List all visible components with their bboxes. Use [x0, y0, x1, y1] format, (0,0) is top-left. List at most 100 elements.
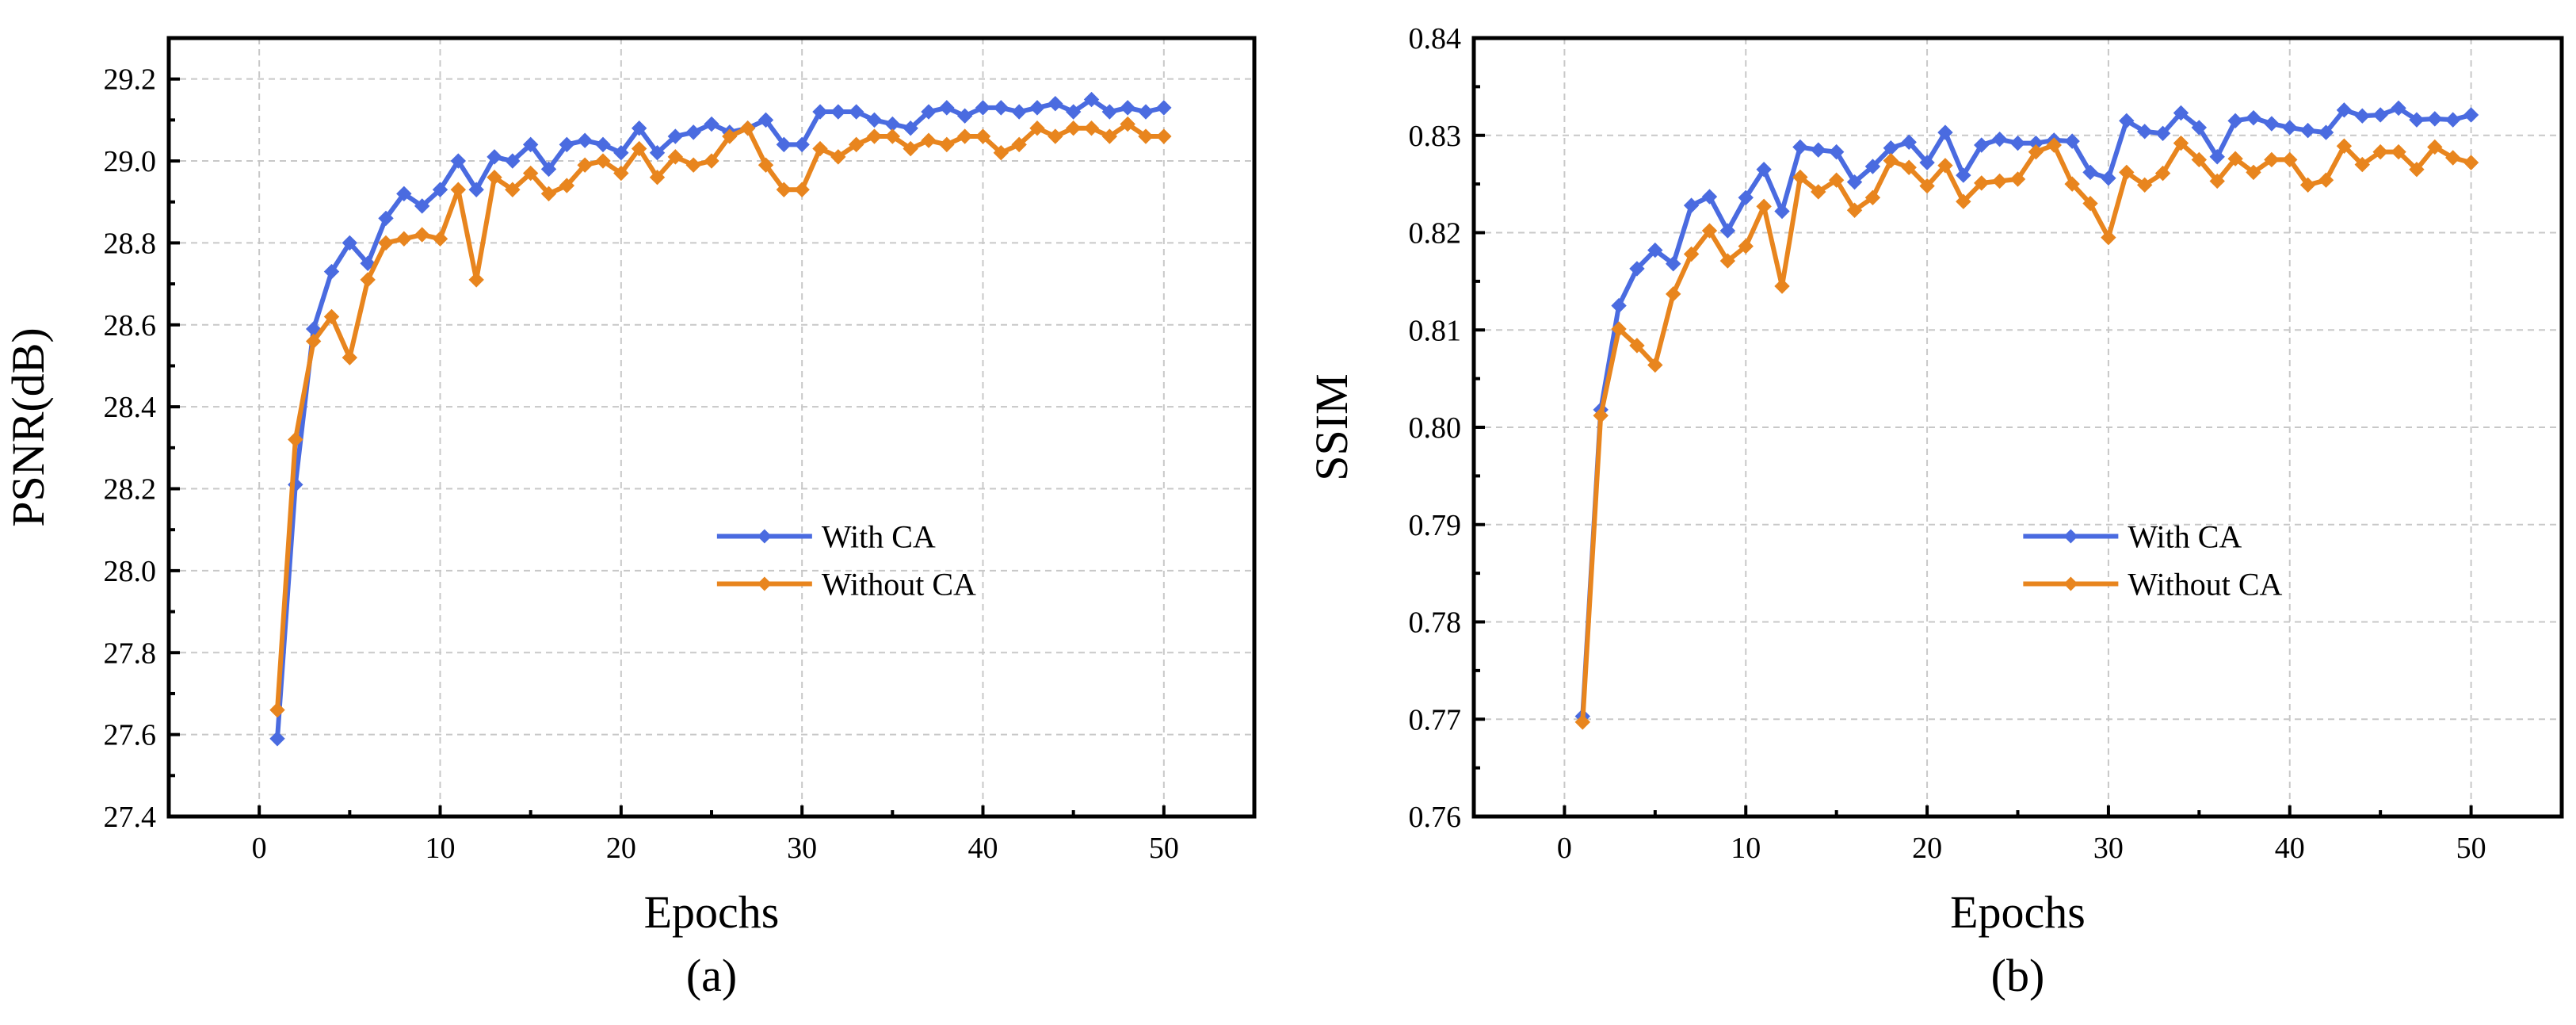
- data-point: [2064, 133, 2080, 149]
- y-tick-label: 0.79: [1409, 509, 1462, 542]
- data-point: [2101, 229, 2116, 246]
- data-point: [2354, 108, 2370, 124]
- data-point: [360, 272, 376, 288]
- chart-a: 0 10 20 30 40 50 27.4 27.6 27.8 28.0 28.2 28.4 28.6 2…: [2, 36, 1257, 1001]
- data-point: [939, 100, 955, 116]
- data-point: [631, 140, 647, 157]
- data-point: [722, 128, 738, 144]
- data-point: [939, 136, 955, 153]
- y-tick-label: 28.8: [104, 227, 157, 260]
- data-point: [776, 182, 792, 197]
- data-point: [323, 263, 340, 280]
- data-point: [1811, 184, 1826, 200]
- y-tick-label: 0.84: [1409, 22, 1462, 55]
- series-line: [275, 121, 1164, 710]
- data-point: [2173, 135, 2189, 151]
- data-point: [540, 161, 557, 178]
- data-point: [2136, 177, 2153, 193]
- data-point: [2209, 149, 2225, 165]
- y-tick-label: 28.0: [104, 555, 157, 588]
- x-axis-title: Epochs: [644, 886, 780, 938]
- data-point: [1974, 137, 1990, 153]
- y-tick-label: 29.0: [104, 145, 157, 178]
- legend: With CA Without CA: [2023, 518, 2283, 602]
- data-point: [468, 182, 484, 197]
- data-point: [1864, 159, 1881, 174]
- series-without-ca: [1574, 135, 2479, 730]
- data-point: [866, 112, 883, 128]
- data-point: [342, 235, 358, 251]
- chart-caption: (a): [686, 950, 737, 1001]
- data-point: [1683, 197, 1700, 213]
- data-point: [1774, 203, 1790, 220]
- legend-entry: Without CA: [2128, 566, 2282, 602]
- data-point: [2191, 151, 2208, 168]
- data-point: [2463, 107, 2479, 123]
- series-with-ca: [1574, 100, 2479, 725]
- data-point: [631, 120, 647, 136]
- data-point: [1011, 136, 1027, 153]
- data-point: [1919, 178, 1935, 194]
- data-point: [1611, 297, 1627, 314]
- data-point: [2009, 171, 2026, 187]
- data-point: [2209, 173, 2225, 189]
- data-point: [1156, 128, 1172, 144]
- legend-entry: With CA: [2128, 518, 2242, 554]
- data-point: [1683, 246, 1700, 262]
- data-point: [812, 104, 828, 120]
- data-point: [1011, 104, 1027, 120]
- data-point: [2282, 151, 2298, 168]
- data-point: [269, 731, 285, 747]
- x-tick-label: 50: [1149, 832, 1179, 865]
- chart-caption: (b): [1991, 950, 2045, 1001]
- data-point: [1666, 286, 1681, 302]
- y-tick-label: 28.6: [104, 309, 157, 342]
- data-point: [704, 153, 719, 169]
- x-tick-label: 50: [2456, 832, 2486, 865]
- data-point: [1883, 152, 1899, 169]
- data-point: [830, 149, 846, 165]
- data-point: [360, 255, 376, 271]
- data-point: [1792, 169, 1808, 185]
- y-axis-title: SSIM: [1306, 373, 1357, 480]
- y-tick-label: 27.4: [104, 801, 157, 834]
- data-point: [1719, 253, 1736, 269]
- data-point: [2444, 112, 2461, 128]
- data-point: [1864, 189, 1881, 206]
- y-tick-label: 27.8: [104, 637, 157, 670]
- data-point: [2136, 124, 2153, 140]
- data-point: [884, 128, 901, 144]
- data-point: [595, 153, 611, 169]
- y-tick-label: 29.2: [104, 63, 157, 97]
- data-point: [2299, 122, 2316, 139]
- data-point: [1811, 142, 1826, 158]
- data-point: [2173, 105, 2189, 121]
- y-tick-label: 0.78: [1409, 606, 1462, 640]
- data-point: [1120, 116, 1135, 132]
- data-point: [595, 136, 611, 153]
- data-point: [667, 149, 684, 165]
- data-point: [1991, 173, 2008, 189]
- data-point: [1029, 100, 1045, 116]
- data-point: [450, 182, 467, 197]
- data-point: [830, 104, 846, 120]
- data-point: [903, 140, 918, 157]
- data-point: [1647, 242, 1663, 258]
- data-point: [1828, 172, 1845, 188]
- data-point: [1792, 139, 1808, 155]
- x-tick-label: 30: [787, 832, 817, 865]
- data-point: [1719, 223, 1736, 239]
- data-point: [396, 185, 412, 202]
- legend-swatch-marker: [2063, 529, 2078, 544]
- data-point: [848, 136, 864, 153]
- data-point: [1937, 158, 1953, 174]
- data-point: [2336, 102, 2353, 118]
- data-point: [1956, 193, 1971, 209]
- data-point: [2154, 125, 2171, 142]
- data-point: [2246, 109, 2261, 126]
- data-point: [2154, 165, 2171, 182]
- data-point: [1611, 321, 1627, 337]
- data-point: [2427, 111, 2443, 127]
- data-point: [522, 165, 539, 182]
- data-point: [487, 149, 502, 165]
